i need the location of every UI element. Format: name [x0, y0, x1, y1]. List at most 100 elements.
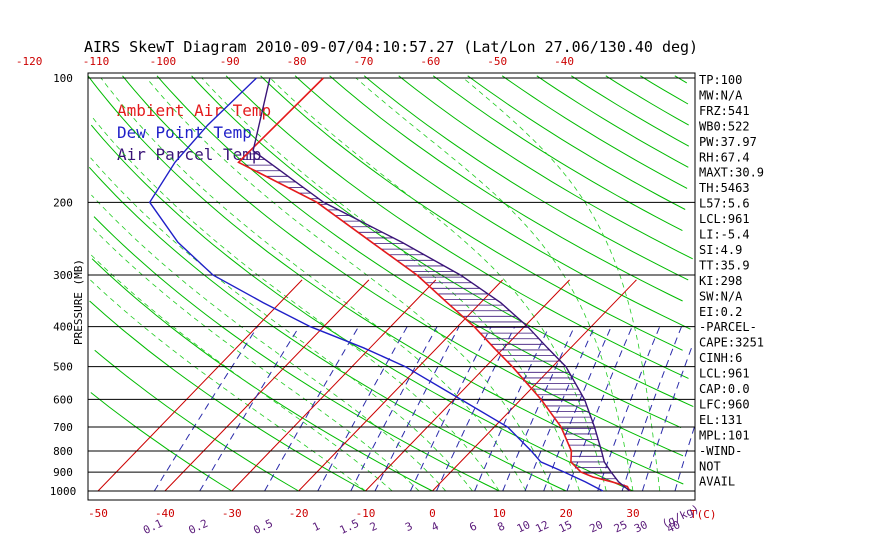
dry-adiabat	[156, 75, 682, 429]
legend: Ambient Air Temp Dew Point Temp Air Parc…	[117, 101, 271, 164]
moist-adiabat	[100, 77, 527, 492]
index-entry: KI:298	[699, 274, 742, 288]
pressure-tick-label: 400	[53, 321, 73, 334]
pressure-tick-label: 600	[53, 393, 73, 406]
dry-adiabat	[467, 75, 686, 210]
index-entry: EL:131	[699, 413, 742, 427]
pressure-tick-label: 900	[53, 466, 73, 479]
temp-tick-bottom: -20	[289, 507, 309, 520]
temp-tick-bottom: 30	[626, 507, 639, 520]
mixing-ratio-label: 15	[557, 518, 575, 535]
temp-tick-bottom: -10	[356, 507, 376, 520]
pressure-tick-label: 700	[53, 421, 73, 434]
isotherm	[164, 279, 370, 492]
index-entry: FRZ:541	[699, 104, 750, 118]
temp-tick-bottom: 0	[429, 507, 436, 520]
pressure-tick-label: 500	[53, 361, 73, 374]
index-entry: LFC:960	[699, 397, 750, 411]
dry-adiabat	[93, 216, 500, 492]
moist-adiabat	[89, 279, 366, 492]
mixing-ratio-label: 0.5	[251, 517, 275, 537]
moist-adiabat	[91, 194, 447, 492]
moist-adiabat	[90, 157, 473, 492]
isobars	[88, 77, 695, 492]
index-entry: TT:35.9	[699, 258, 750, 272]
mixing-ratio-label: 10	[515, 518, 533, 535]
chart-title: AIRS SkewT Diagram 2010-09-07/04:10:57.2…	[84, 38, 698, 56]
moist-adiabat	[90, 225, 420, 492]
temp-tick-top: -50	[487, 55, 507, 68]
mixing-ratio-label: 25	[612, 518, 630, 535]
mixing-ratio-label: 30	[632, 518, 650, 535]
pressure-tick-label: 300	[53, 269, 73, 282]
index-entry: -WIND-	[699, 444, 742, 458]
index-entry: L57:5.6	[699, 197, 750, 211]
mixing-ratio-label: 6	[467, 520, 478, 535]
temp-tick-top: -80	[287, 55, 307, 68]
plot-border	[87, 72, 696, 501]
isotherm	[365, 279, 570, 492]
legend-dewpoint: Dew Point Temp	[117, 123, 252, 142]
dry-adiabat	[260, 75, 683, 351]
moist-adiabat	[91, 116, 500, 492]
index-entry: MPL:101	[699, 428, 750, 442]
dry-adiabat	[88, 166, 567, 492]
index-entry: LI:-5.4	[699, 228, 750, 242]
moist-adiabat	[462, 77, 661, 492]
dry-adiabat	[329, 75, 683, 302]
dry-adiabat	[90, 392, 233, 492]
temp-tick-bottom: -30	[222, 507, 242, 520]
mixing-ratio-label: 2	[368, 520, 379, 535]
temp-tick-top: -90	[220, 55, 240, 68]
moist-adiabat	[146, 77, 554, 492]
pressure-axis-label: PRESSURE (MB)	[72, 259, 85, 345]
index-entry: AVAIL	[699, 475, 735, 489]
legend-ambient: Ambient Air Temp	[117, 101, 271, 120]
temp-tick-top: -70	[354, 55, 374, 68]
mixing-ratio-label: 20	[587, 518, 605, 535]
index-entry: TH:5463	[699, 181, 750, 195]
mixing-ratio-label: 4	[429, 519, 441, 534]
dry-adiabat	[432, 75, 683, 232]
legend-parcel: Air Parcel Temp	[117, 145, 262, 164]
mixing-ratio-label: 8	[495, 520, 506, 535]
index-entry: MW:N/A	[699, 88, 743, 102]
mixing-ratio-line	[524, 326, 595, 492]
moist-adiabat	[355, 77, 634, 492]
dry-adiabat	[191, 75, 694, 408]
temp-tick-bottom: -40	[155, 507, 175, 520]
dry-adiabat	[91, 258, 433, 492]
mixing-ratio-label: 3	[403, 520, 414, 535]
index-entry: LCL:961	[699, 212, 750, 226]
pressure-tick-label: 100	[53, 72, 73, 85]
dewpoint-line	[148, 77, 604, 492]
dry-adiabat	[363, 75, 689, 281]
index-entry: CINH:6	[699, 351, 742, 365]
mixing-ratio-label: 12	[533, 518, 551, 535]
dry-adiabat	[536, 75, 689, 168]
temp-tick-bottom: -50	[88, 507, 108, 520]
mixing-ratio-line	[674, 426, 695, 492]
mixing-ratio-label: 0.2	[186, 517, 210, 537]
temp-tick-top: -120	[16, 55, 43, 68]
parcel-line	[252, 77, 631, 492]
temp-tick-bottom: 20	[560, 507, 573, 520]
cape-hatching	[241, 147, 622, 485]
pressure-tick-label: 1000	[50, 485, 77, 498]
isotherm	[298, 279, 504, 492]
background-lines	[87, 75, 695, 492]
mixing-ratio-label: 1	[311, 520, 322, 535]
temperature-unit-label: T(C)	[690, 508, 717, 521]
dry-adiabat	[87, 75, 684, 485]
isotherm	[432, 279, 637, 492]
dry-adiabat	[225, 75, 689, 379]
index-entry: MAXT:30.9	[699, 166, 764, 180]
dry-adiabat	[89, 300, 366, 492]
dry-adiabat	[674, 75, 688, 84]
temp-tick-top: -40	[554, 55, 574, 68]
profile-series	[148, 77, 631, 492]
temp-tick-top: -60	[420, 55, 440, 68]
temp-tick-top: -110	[83, 55, 110, 68]
index-entry: CAP:0.0	[699, 382, 750, 396]
